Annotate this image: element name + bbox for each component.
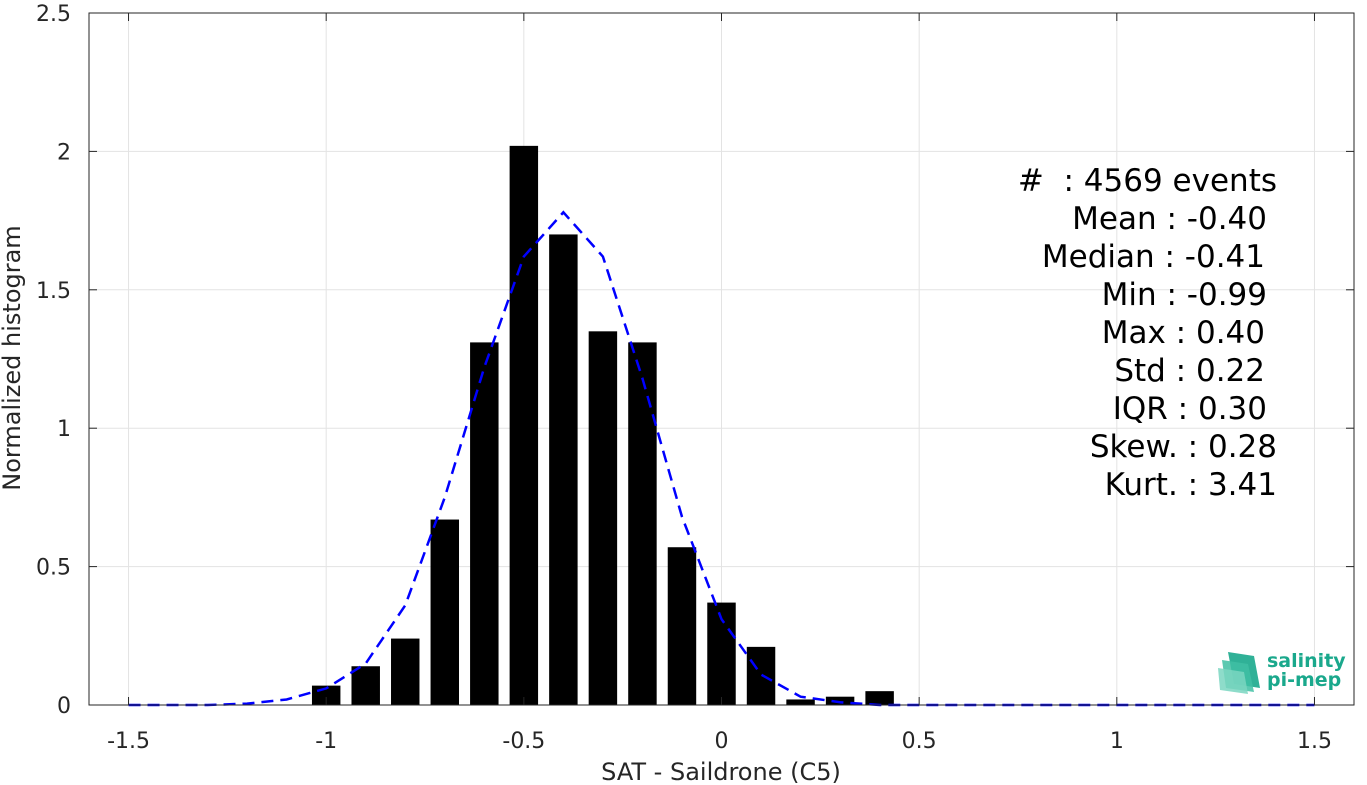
y-tick-label: 2 xyxy=(57,140,71,165)
stat-std: Std : 0.22 xyxy=(1114,353,1265,389)
y-tick-label: 1 xyxy=(57,417,71,442)
stat-iqr: IQR : 0.30 xyxy=(1113,391,1267,427)
stat-skew: Skew. : 0.28 xyxy=(1090,429,1277,465)
stat-median: Median : -0.41 xyxy=(1042,239,1265,275)
x-tick-label: -1 xyxy=(315,729,337,754)
histogram-bar xyxy=(509,145,539,705)
stat-min: Min : -0.99 xyxy=(1102,277,1267,313)
x-tick-label: 0 xyxy=(715,729,729,754)
histogram-bar xyxy=(391,638,420,705)
y-tick-label: 2.5 xyxy=(36,2,71,27)
histogram-bar xyxy=(786,699,815,705)
y-tick-label: 1.5 xyxy=(36,279,71,304)
x-tick-label: -1.5 xyxy=(107,729,150,754)
histogram-bar xyxy=(351,666,380,705)
histogram-bar xyxy=(470,342,499,705)
histogram-bar xyxy=(667,547,697,705)
x-tick-label: 1.5 xyxy=(1297,729,1332,754)
stat-kurt: Kurt. : 3.41 xyxy=(1105,467,1277,503)
histogram-bar xyxy=(549,234,578,705)
salinity-pi-mep-logo: salinity pi-mep xyxy=(1218,650,1346,694)
y-axis-title: Normalized histogram xyxy=(0,225,26,490)
logo-line-1: salinity xyxy=(1267,650,1346,672)
x-tick-label: -0.5 xyxy=(502,729,545,754)
histogram-bar xyxy=(430,519,460,705)
y-axis-ticks: 0 0.5 1 1.5 2 2.5 xyxy=(36,2,1354,719)
stat-max: Max : 0.40 xyxy=(1102,315,1265,351)
y-tick-label: 0.5 xyxy=(36,556,71,581)
x-tick-label: 1 xyxy=(1110,729,1124,754)
y-tick-label: 0 xyxy=(57,694,71,719)
histogram-bar xyxy=(825,696,855,705)
logo-line-2: pi-mep xyxy=(1267,669,1341,691)
statistics-annotation: # : 4569 events Mean : -0.40 Median : -0… xyxy=(1018,163,1277,503)
histogram-bar xyxy=(628,342,657,705)
x-axis-ticks: -1.5 -1 -0.5 0 0.5 1 1.5 xyxy=(107,13,1332,754)
histogram-bar xyxy=(588,331,618,705)
logo-waves-icon xyxy=(1218,652,1260,694)
stat-mean: Mean : -0.40 xyxy=(1072,201,1267,237)
x-tick-label: 0.5 xyxy=(902,729,937,754)
histogram-bar xyxy=(865,691,894,705)
x-axis-title: SAT - Saildrone (C5) xyxy=(601,758,841,785)
stat-events: # : 4569 events xyxy=(1018,163,1277,199)
histogram-bars xyxy=(311,145,894,705)
